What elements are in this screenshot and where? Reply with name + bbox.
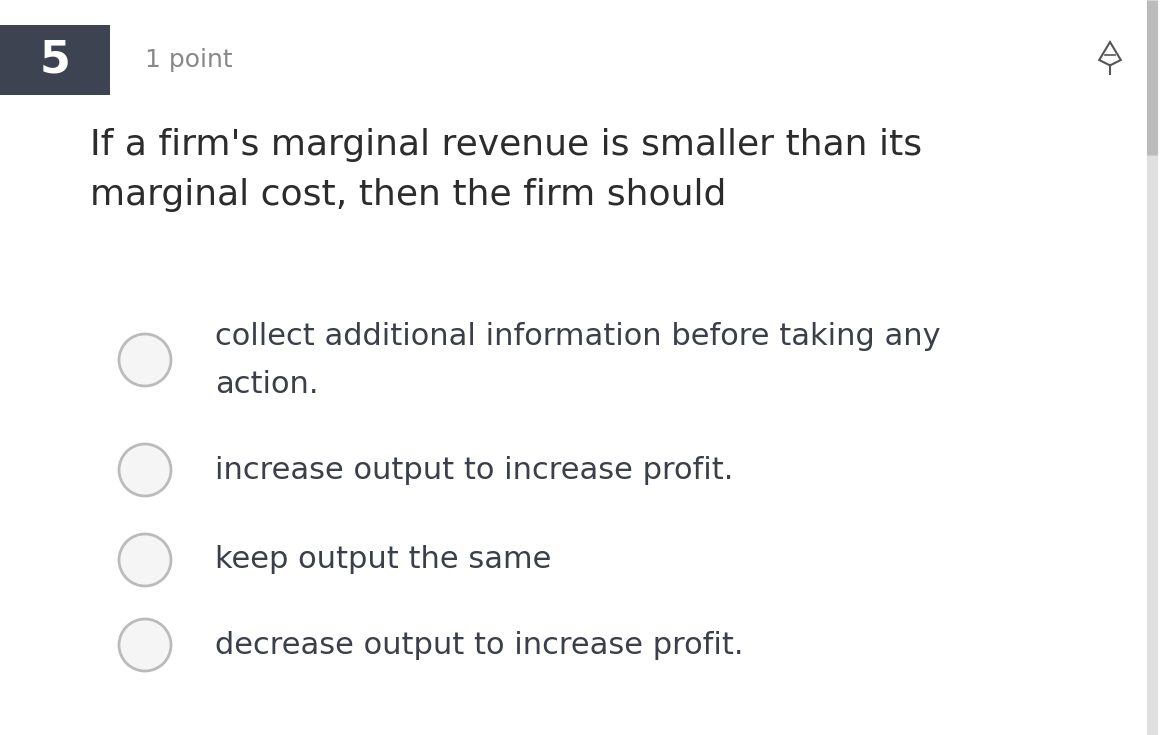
Text: increase output to increase profit.: increase output to increase profit. — [215, 456, 734, 484]
Circle shape — [119, 619, 171, 671]
Circle shape — [119, 334, 171, 386]
Text: collect additional information before taking any: collect additional information before ta… — [215, 321, 941, 351]
Text: 5: 5 — [40, 38, 70, 82]
Text: decrease output to increase profit.: decrease output to increase profit. — [215, 631, 743, 659]
Circle shape — [119, 534, 171, 586]
Text: action.: action. — [215, 370, 318, 398]
Text: keep output the same: keep output the same — [215, 545, 551, 575]
Text: marginal cost, then the firm should: marginal cost, then the firm should — [90, 178, 727, 212]
FancyBboxPatch shape — [0, 25, 110, 95]
Text: 1 point: 1 point — [145, 48, 233, 72]
Circle shape — [119, 444, 171, 496]
Text: If a firm's marginal revenue is smaller than its: If a firm's marginal revenue is smaller … — [90, 128, 922, 162]
